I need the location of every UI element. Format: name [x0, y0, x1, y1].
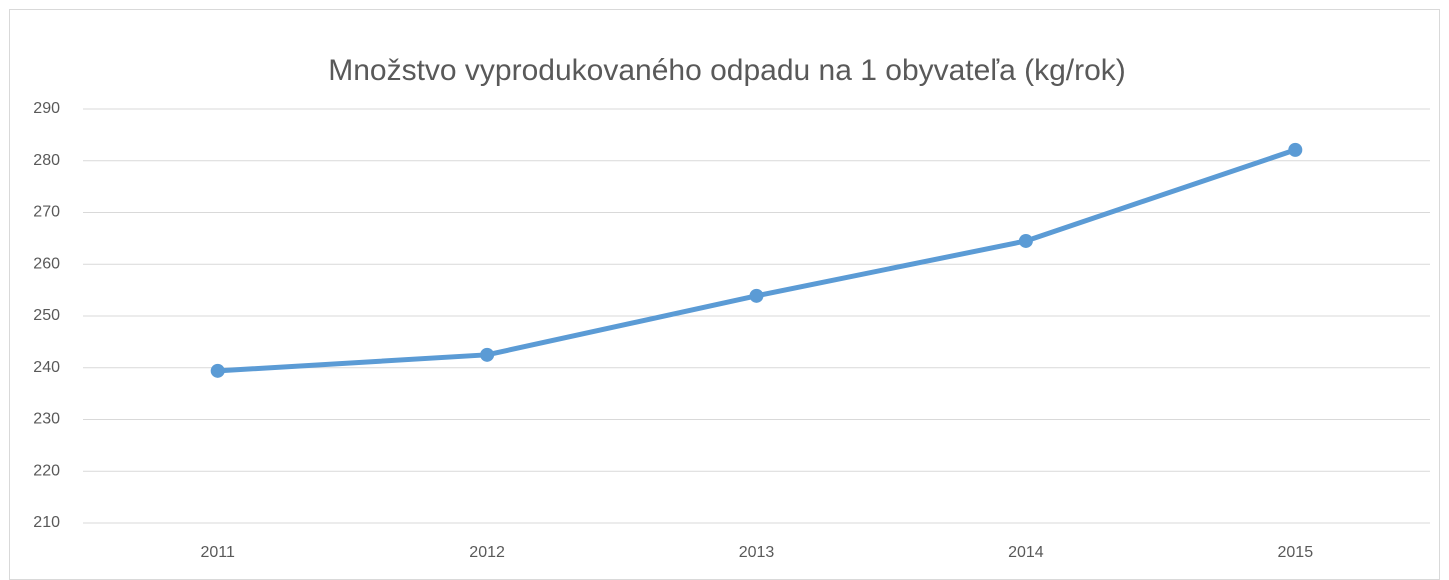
y-tick-label: 240 — [33, 359, 60, 376]
x-tick-label: 2012 — [469, 544, 505, 561]
data-point — [1018, 233, 1033, 248]
data-point — [210, 363, 225, 378]
y-tick-label: 210 — [33, 514, 60, 531]
data-point — [749, 288, 764, 303]
x-tick-label: 2011 — [200, 544, 235, 561]
y-tick-label: 270 — [33, 204, 60, 221]
y-tick-label: 280 — [33, 152, 60, 169]
data-point — [1288, 142, 1303, 157]
x-tick-label: 2014 — [1008, 544, 1044, 561]
y-tick-label: 290 — [33, 100, 60, 117]
y-tick-label: 250 — [33, 307, 60, 324]
y-tick-label: 260 — [33, 255, 60, 272]
x-tick-label: 2015 — [1278, 544, 1314, 561]
data-point — [480, 347, 495, 362]
y-tick-label: 220 — [33, 462, 60, 479]
y-tick-label: 230 — [33, 411, 60, 428]
x-tick-label: 2013 — [739, 544, 775, 561]
chart-frame — [9, 9, 1440, 580]
chart-title: Množstvo vyprodukovaného odpadu na 1 oby… — [328, 54, 1126, 87]
